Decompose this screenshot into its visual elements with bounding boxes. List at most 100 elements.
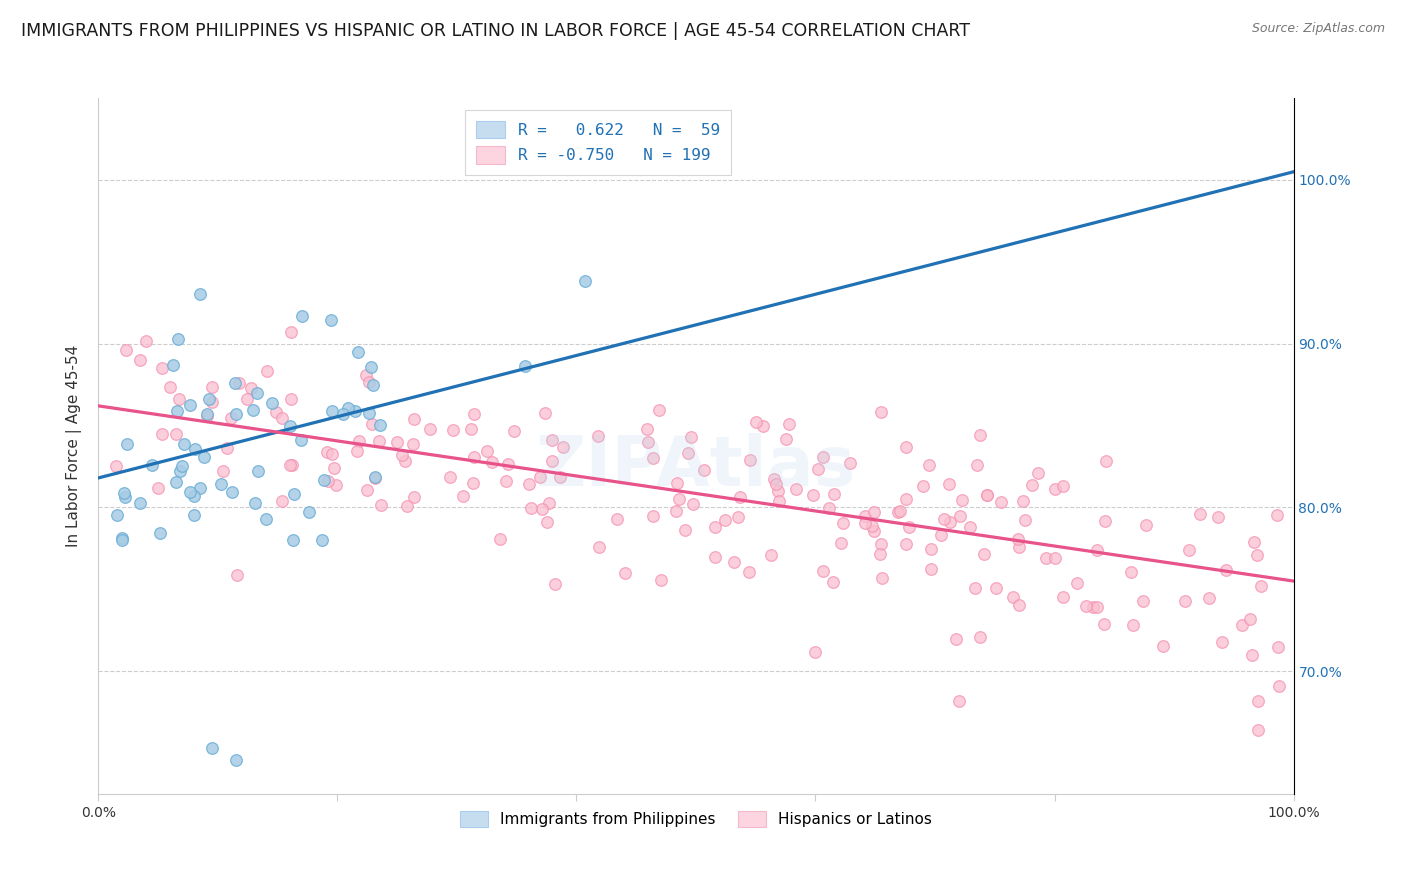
Point (537, 495, 560, 509)
Point (1239, 612, 1261, 626)
Point (889, 504, 911, 518)
Point (283, 533, 305, 548)
Point (146, 481, 169, 495)
Point (959, 520, 981, 534)
Point (165, 475, 187, 489)
Point (105, 508, 128, 522)
Point (1243, 534, 1265, 549)
Point (838, 456, 860, 470)
Point (1095, 453, 1118, 467)
Point (606, 512, 628, 526)
Point (1045, 550, 1067, 565)
Point (1012, 493, 1035, 508)
Point (666, 475, 689, 490)
Point (929, 527, 952, 541)
Point (533, 406, 555, 420)
Point (693, 463, 716, 477)
Point (152, 361, 174, 376)
Point (536, 515, 558, 529)
Point (948, 693, 970, 707)
Point (368, 418, 391, 433)
Point (744, 415, 766, 429)
Point (863, 524, 886, 538)
Point (280, 325, 302, 339)
Point (896, 491, 918, 506)
Point (1240, 648, 1263, 662)
Point (166, 332, 188, 346)
Point (463, 407, 485, 421)
Point (945, 632, 967, 647)
Point (586, 428, 609, 442)
Point (460, 422, 482, 436)
Legend: Immigrants from Philippines, Hispanics or Latinos: Immigrants from Philippines, Hispanics o… (453, 803, 939, 835)
Point (818, 500, 841, 515)
Point (703, 550, 725, 565)
Point (112, 485, 135, 500)
Point (920, 541, 942, 556)
Point (1066, 575, 1088, 590)
Point (550, 470, 572, 484)
Point (801, 488, 824, 502)
Point (574, 274, 596, 288)
Point (763, 472, 786, 486)
Point (636, 422, 658, 436)
Point (1267, 640, 1289, 655)
Point (1119, 565, 1142, 579)
Point (321, 404, 343, 418)
Point (370, 498, 392, 512)
Point (169, 464, 191, 478)
Point (167, 392, 190, 406)
Point (530, 501, 553, 516)
Point (129, 495, 152, 509)
Point (188, 287, 211, 301)
Point (641, 450, 664, 465)
Point (475, 444, 498, 458)
Point (419, 422, 441, 436)
Point (266, 405, 288, 419)
Point (938, 476, 960, 491)
Point (235, 392, 257, 407)
Point (114, 490, 136, 504)
Point (385, 435, 408, 450)
Point (1085, 600, 1108, 615)
Point (226, 568, 249, 582)
Point (394, 454, 416, 468)
Point (347, 345, 370, 359)
Point (364, 469, 387, 483)
Point (759, 548, 782, 562)
Point (918, 458, 941, 473)
Point (541, 454, 564, 468)
Point (1247, 693, 1270, 707)
Point (316, 474, 339, 488)
Point (544, 577, 567, 591)
Point (225, 407, 247, 421)
Point (1007, 540, 1029, 554)
Point (246, 465, 269, 479)
Point (254, 512, 277, 526)
Text: Source: ZipAtlas.com: Source: ZipAtlas.com (1251, 22, 1385, 36)
Point (704, 519, 727, 533)
Point (367, 434, 389, 448)
Point (402, 411, 425, 425)
Point (298, 505, 321, 519)
Point (519, 500, 541, 515)
Point (765, 477, 787, 491)
Point (613, 566, 636, 580)
Point (853, 516, 876, 530)
Point (869, 536, 891, 550)
Point (973, 547, 995, 561)
Point (359, 406, 381, 420)
Point (1246, 548, 1268, 562)
Point (114, 343, 136, 357)
Point (950, 492, 973, 507)
Point (1250, 579, 1272, 593)
Point (166, 403, 188, 417)
Point (898, 520, 921, 534)
Point (515, 359, 537, 374)
Point (209, 476, 232, 491)
Point (461, 475, 484, 490)
Point (1094, 514, 1116, 528)
Point (217, 442, 239, 456)
Point (228, 376, 250, 390)
Point (738, 565, 761, 579)
